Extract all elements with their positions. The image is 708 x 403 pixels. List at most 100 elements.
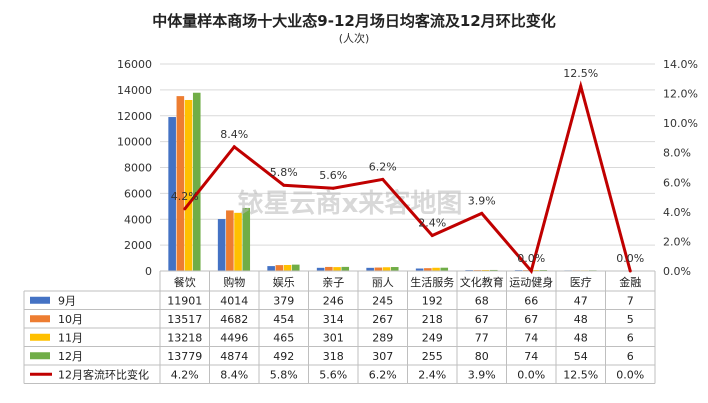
x-axis-categories: 餐饮 购物 娱乐 亲子 丽人 生活服务 文化教育 运动健身 医疗 金融 (174, 275, 642, 289)
table-cell: 0.0% (616, 368, 644, 381)
table-cell: 6 (627, 350, 634, 363)
line-point (331, 186, 335, 190)
table-cell: 54 (574, 350, 588, 363)
table-cell: 314 (323, 313, 344, 326)
legend-swatch (30, 333, 50, 341)
y-tick-label: 14000 (117, 84, 152, 97)
line-point (579, 84, 583, 88)
bar (341, 266, 350, 271)
bar (374, 267, 383, 271)
table-cell: 67 (524, 313, 538, 326)
y2-tick-label: 2.0% (663, 235, 691, 248)
table-cell: 4874 (220, 350, 248, 363)
line-data-label: 0.0% (616, 252, 644, 265)
table-cell: 74 (524, 331, 538, 344)
table-cell: 4014 (220, 294, 248, 307)
bar (424, 268, 432, 271)
table-cell: 4.2% (171, 368, 199, 381)
category-label: 丽人 (372, 276, 394, 289)
y-tick-label: 2000 (124, 239, 152, 252)
y2-tick-label: 0.0% (663, 265, 691, 278)
y-tick-label: 12000 (117, 110, 152, 123)
line-data-label: 12.5% (563, 67, 598, 80)
table-cell: 48 (574, 331, 588, 344)
table-cell: 6.2% (369, 368, 397, 381)
line-data-label: 5.6% (319, 169, 347, 182)
bar (316, 267, 325, 271)
bar (333, 267, 341, 271)
y2-tick-label: 10.0% (663, 117, 698, 130)
chart-subtitle: (人次) (339, 31, 370, 45)
category-label: 娱乐 (273, 275, 295, 289)
table-cell: 318 (323, 350, 344, 363)
category-label: 文化教育 (460, 275, 504, 289)
y-tick-label: 10000 (117, 136, 152, 149)
bar (192, 92, 201, 271)
category-label: 运动健身 (509, 275, 553, 289)
bar (267, 266, 275, 271)
line-point (529, 269, 533, 273)
bar (184, 99, 193, 271)
line-point (232, 145, 236, 149)
table-cell: 301 (323, 331, 344, 344)
category-label: 医疗 (570, 275, 592, 289)
bar (366, 267, 374, 271)
table-cell: 192 (422, 294, 443, 307)
line-data-label: 3.9% (468, 194, 496, 207)
bar (226, 210, 234, 271)
bar-series (168, 92, 647, 271)
category-label: 餐饮 (174, 275, 196, 289)
table-cell: 246 (323, 294, 344, 307)
category-label: 生活服务 (410, 275, 454, 289)
line-path (183, 80, 632, 275)
legend-swatch (30, 315, 50, 323)
bar (382, 267, 391, 271)
table-cell: 4496 (220, 331, 248, 344)
bar (291, 264, 300, 271)
table-cell: 67 (475, 313, 489, 326)
table-cell: 5.8% (270, 368, 298, 381)
line-data-label: 6.2% (369, 160, 397, 173)
line-point (430, 234, 434, 238)
line-point (628, 269, 632, 273)
y-axis-right: 0.0% 2.0% 4.0% 6.0% 8.0% 10.0% 12.0% 14.0% (663, 58, 698, 278)
legend-label: 12月 (58, 350, 83, 363)
table-cell: 2.4% (418, 368, 446, 381)
bar (440, 267, 449, 271)
y2-tick-label: 6.0% (663, 176, 691, 189)
line-point (381, 177, 385, 181)
table-cell: 3.9% (468, 368, 496, 381)
chart-title: 中体量样本商场十大业态9-12月场日均客流及12月环比变化 (152, 12, 555, 30)
table-cell: 379 (273, 294, 294, 307)
y2-tick-label: 8.0% (663, 147, 691, 160)
table-cell: 245 (372, 294, 393, 307)
table-cell: 8.4% (220, 368, 248, 381)
table-cell: 307 (372, 350, 393, 363)
bar (234, 212, 242, 271)
line-point (480, 211, 484, 215)
category-label: 亲子 (322, 275, 344, 289)
legend-label: 10月 (58, 313, 83, 326)
category-label: 金融 (619, 275, 641, 289)
legend-swatch (30, 296, 50, 304)
bar (489, 269, 498, 271)
y-axis-left: 0 2000 4000 6000 8000 10000 12000 14000 16000 (117, 58, 152, 278)
table-cell: 80 (475, 350, 489, 363)
y-tick-label: 16000 (117, 58, 152, 71)
line-data-label: 2.4% (418, 217, 446, 230)
bar (432, 267, 440, 271)
bar (283, 264, 292, 271)
table-cell: 492 (273, 350, 294, 363)
table-cell: 5 (627, 313, 634, 326)
bar (176, 96, 185, 271)
table-cell: 249 (422, 331, 443, 344)
y2-tick-label: 14.0% (663, 58, 698, 71)
table-cell: 289 (372, 331, 393, 344)
table-cell: 465 (273, 331, 294, 344)
legend-label: 9月 (58, 294, 76, 307)
table-cell: 13779 (167, 350, 202, 363)
line-data-label: 4.2% (171, 190, 199, 203)
